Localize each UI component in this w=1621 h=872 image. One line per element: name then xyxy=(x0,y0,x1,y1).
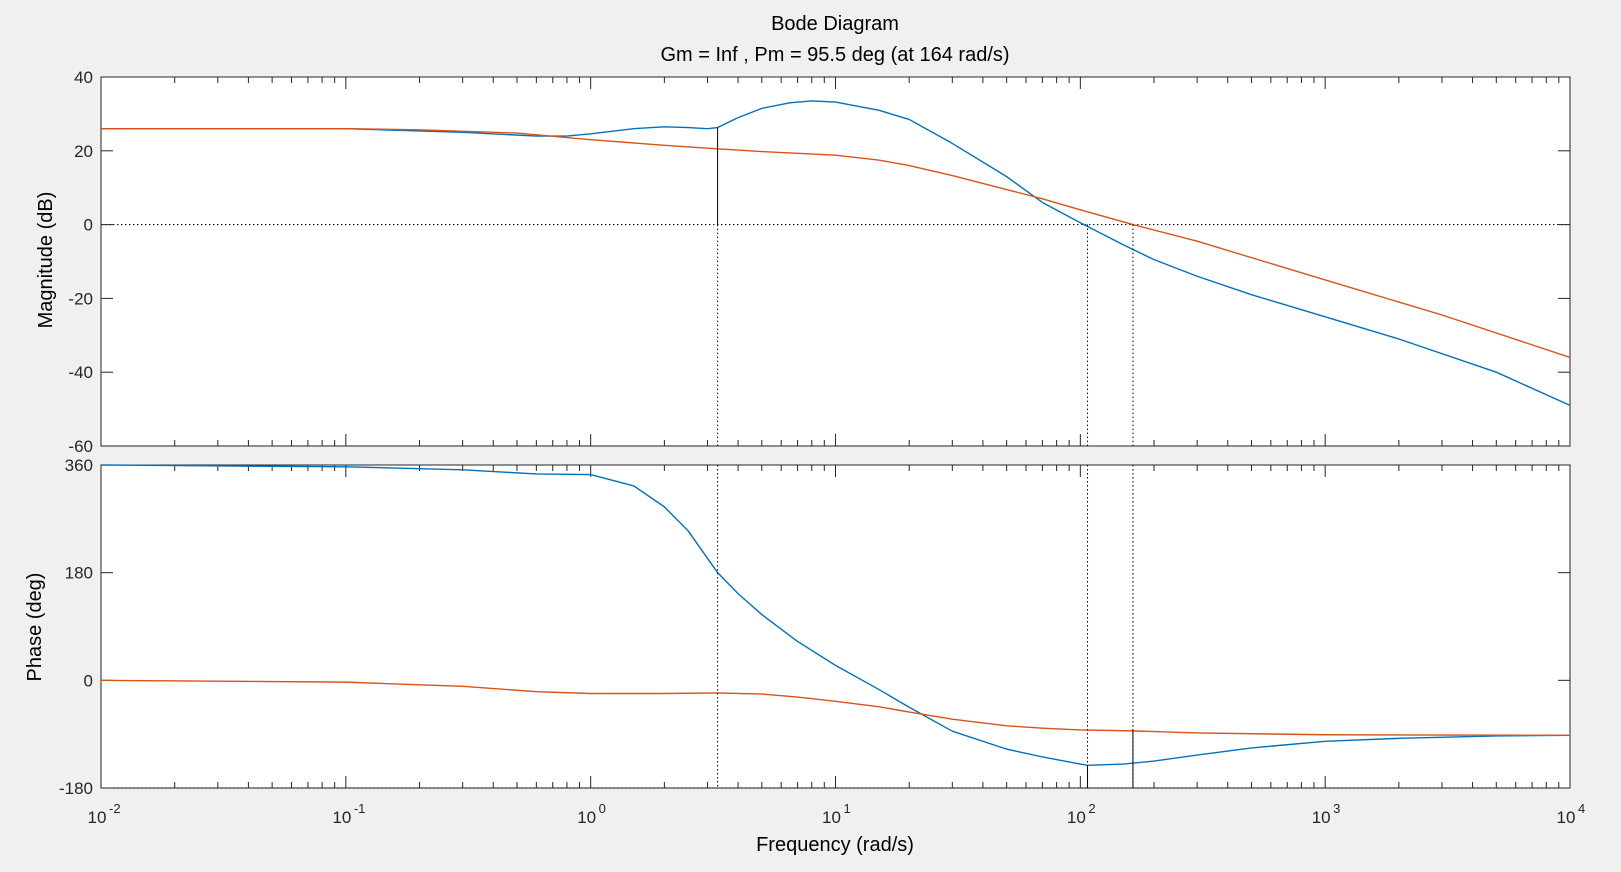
magnitude-y-tick-label: 40 xyxy=(74,68,93,87)
x-tick-label: 10 2 xyxy=(1067,801,1096,827)
magnitude-series-2-line xyxy=(101,127,1571,359)
x-tick-label-exponent: 4 xyxy=(1578,801,1585,816)
phase-y-tick-label: 0 xyxy=(84,671,93,690)
phase-ticks: 360 180 0 -180 xyxy=(59,456,1571,798)
phase-plot-area xyxy=(100,464,1571,789)
magnitude-series-1-line xyxy=(101,100,1571,407)
x-tick-label: 10 3 xyxy=(1312,801,1341,827)
x-tick-label-base: 10 xyxy=(88,808,107,827)
magnitude-y-tick-label: -40 xyxy=(68,363,93,382)
chart-subtitle: Gm = Inf , Pm = 95.5 deg (at 164 rad/s) xyxy=(660,44,1009,66)
magnitude-ticks: 40 20 0 -20 -40 -60 xyxy=(68,68,1571,456)
x-tick-label-exponent: -1 xyxy=(354,801,366,816)
x-tick-label-base: 10 xyxy=(1312,808,1331,827)
x-tick-label-exponent: 3 xyxy=(1333,801,1340,816)
phase-series xyxy=(100,464,1571,766)
x-tick-labels: 10 -2 10 -1 10 0 10 1 10 2 10 3 10 4 xyxy=(88,801,1586,827)
x-axis-label: Frequency (rad/s) xyxy=(756,834,914,856)
phase-series-1-line xyxy=(100,464,1571,766)
phase-y-tick-label: -180 xyxy=(59,779,93,798)
x-tick-label: 10 4 xyxy=(1557,801,1586,827)
magnitude-y-tick-label: -20 xyxy=(68,289,93,308)
chart-title: Bode Diagram xyxy=(771,13,899,35)
magnitude-y-tick-label: 0 xyxy=(84,216,93,235)
x-tick-label-exponent: 1 xyxy=(844,801,851,816)
magnitude-series xyxy=(101,100,1571,407)
phase-axes: 360 180 0 -180 xyxy=(59,456,1571,798)
phase-y-tick-label: 360 xyxy=(65,456,93,475)
x-tick-label-base: 10 xyxy=(1557,808,1576,827)
x-tick-label-base: 10 xyxy=(822,808,841,827)
x-tick-label-exponent: 2 xyxy=(1088,801,1095,816)
x-tick-label-base: 10 xyxy=(577,808,596,827)
x-tick-label: 10 -1 xyxy=(332,801,365,827)
x-tick-label-base: 10 xyxy=(332,808,351,827)
magnitude-plot-area xyxy=(100,76,1571,447)
x-tick-label: 10 -2 xyxy=(88,801,121,827)
magnitude-y-tick-label: 20 xyxy=(74,142,93,161)
x-tick-label-base: 10 xyxy=(1067,808,1086,827)
x-tick-label-exponent: -2 xyxy=(109,801,121,816)
x-tick-label-exponent: 0 xyxy=(599,801,606,816)
margin-marker-lines xyxy=(717,127,1134,788)
phase-series-2-line xyxy=(100,679,1571,737)
x-tick-label: 10 1 xyxy=(822,801,851,827)
phase-y-tick-label: 180 xyxy=(65,564,93,583)
magnitude-y-tick-label: -60 xyxy=(68,437,93,456)
phase-axis-label: Phase (deg) xyxy=(24,573,46,682)
magnitude-axes: 40 20 0 -20 -40 -60 xyxy=(68,68,1571,456)
x-tick-label: 10 0 xyxy=(577,801,606,827)
magnitude-axis-label: Magnitude (dB) xyxy=(35,192,57,329)
